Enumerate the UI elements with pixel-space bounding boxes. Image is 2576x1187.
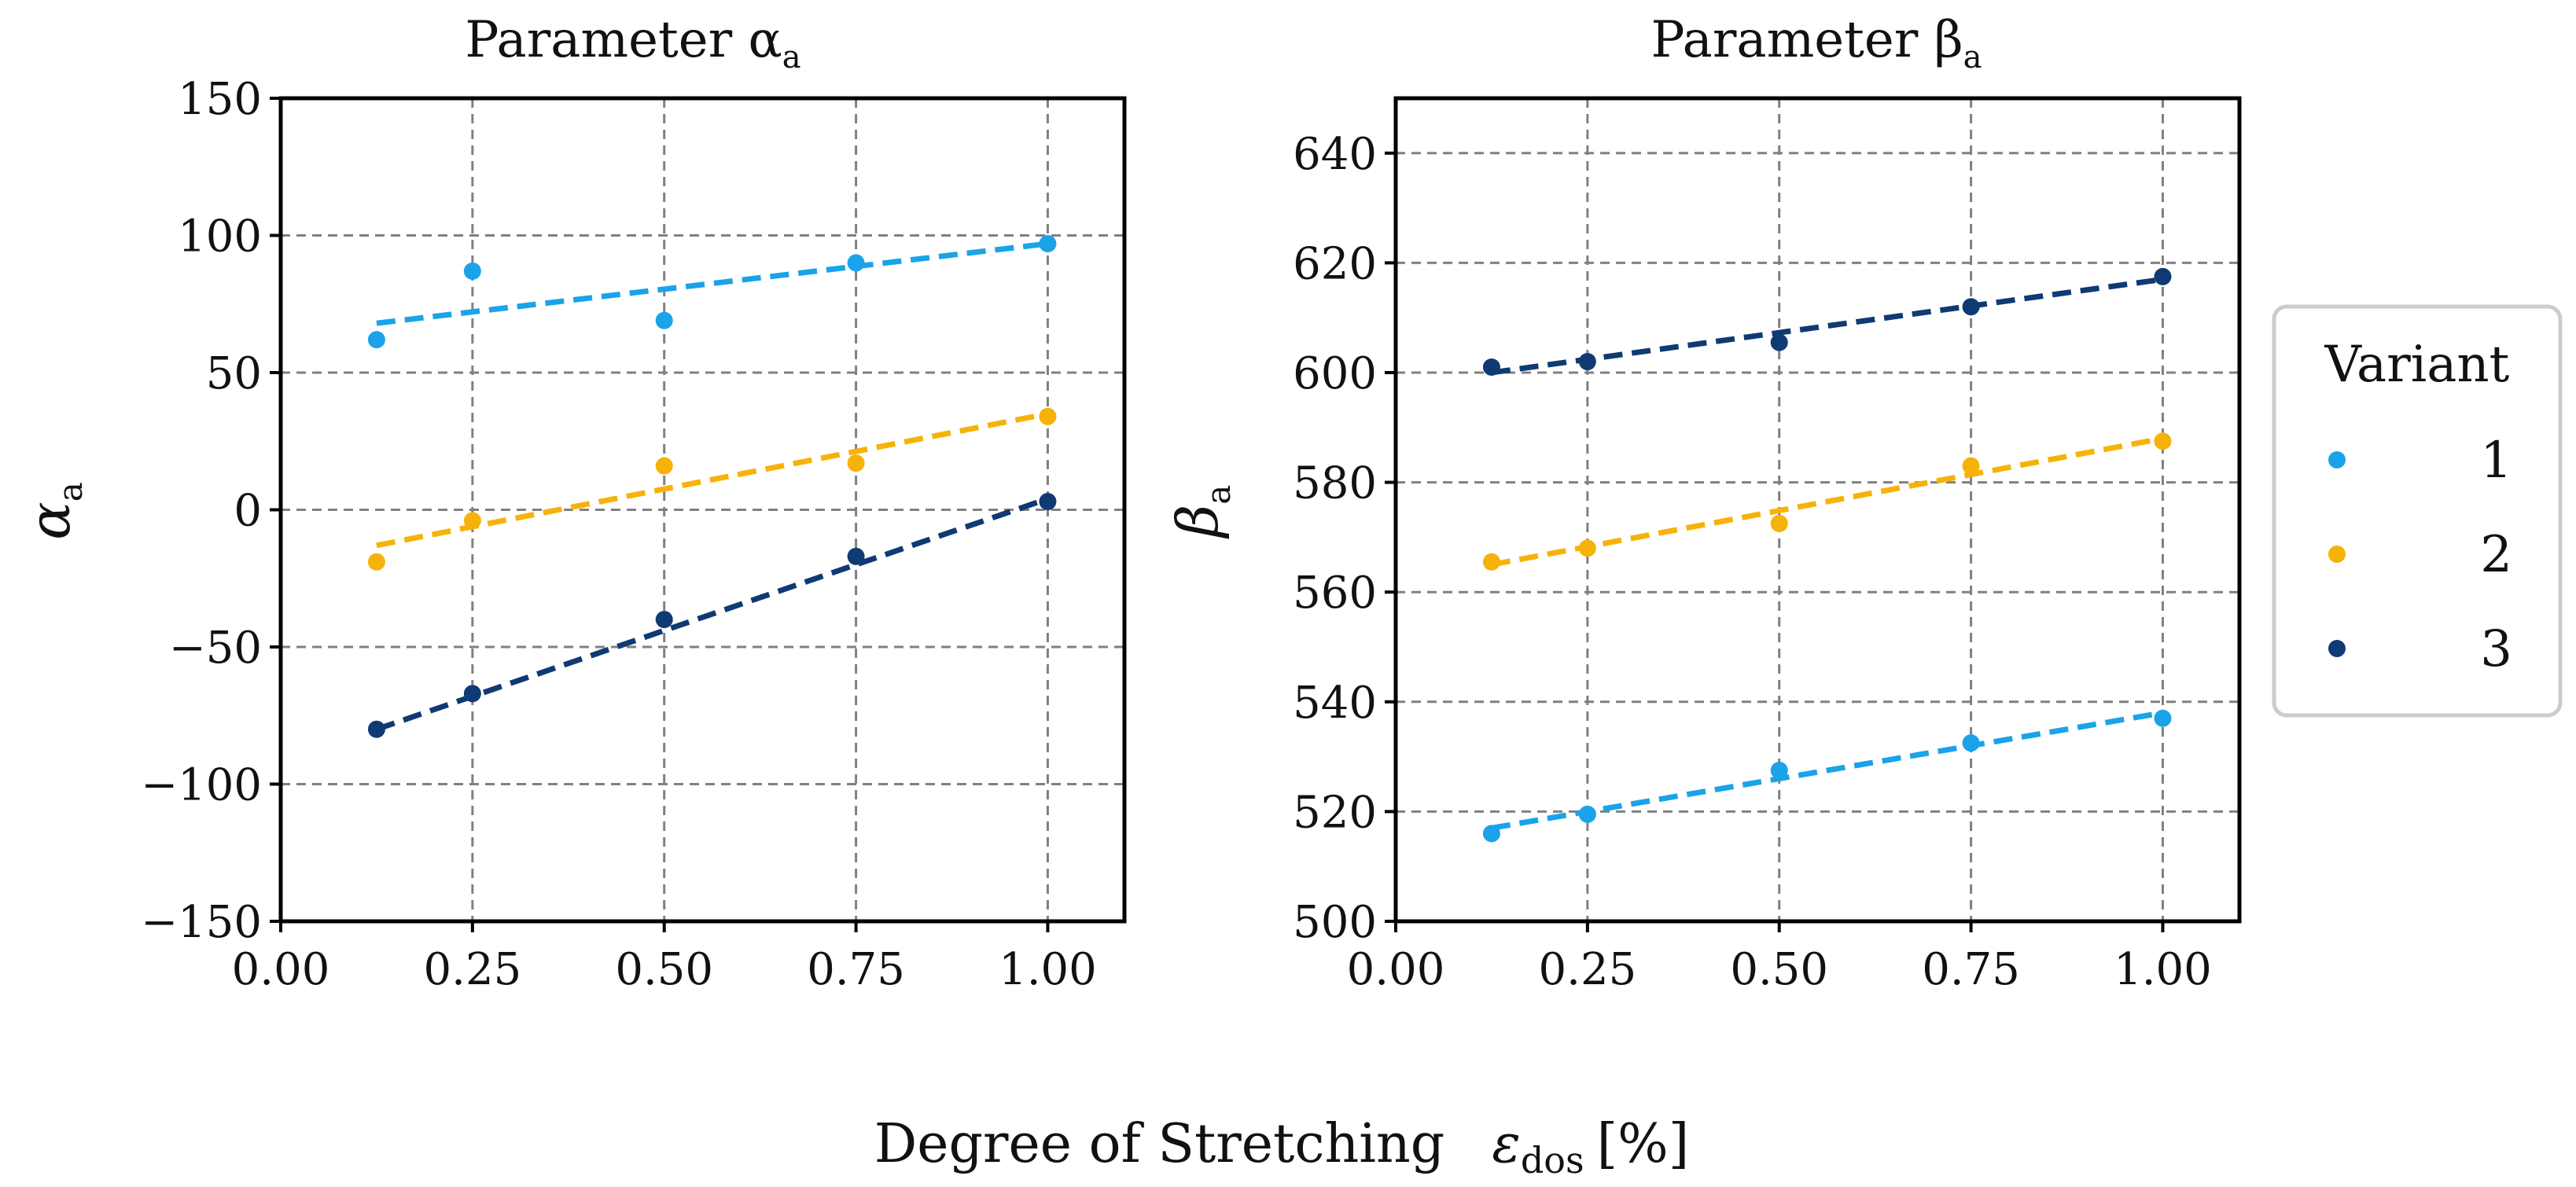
alpha-y-tick-label: 100 — [178, 211, 262, 263]
beta-y-tick-label: 600 — [1293, 348, 1377, 399]
beta-point-variant-3 — [1482, 358, 1500, 377]
alpha-y-tick-label: 50 — [206, 348, 262, 399]
beta-point-variant-1 — [2154, 709, 2172, 727]
alpha-point-variant-2 — [655, 457, 673, 475]
alpha-point-variant-1 — [1039, 234, 1057, 252]
beta-point-variant-2 — [1482, 553, 1500, 571]
alpha-point-variant-2 — [1039, 407, 1057, 425]
alpha-x-tick-label: 0.25 — [424, 944, 522, 995]
legend-marker-variant-3 — [2328, 640, 2346, 657]
beta-point-variant-3 — [1770, 333, 1788, 351]
alpha-x-tick-label: 0.00 — [232, 944, 330, 995]
alpha-point-variant-1 — [847, 254, 865, 272]
alpha-point-variant-2 — [463, 512, 481, 530]
beta-y-tick-label: 540 — [1293, 678, 1377, 729]
beta-panel: Parameter βa 0.00 0.25 0.50 0.75 1.00 500 520… — [1165, 11, 2242, 995]
alpha-panel: Parameter αa 0.00 0.25 0.50 0.75 1.00 −150−1… — [17, 11, 1127, 995]
beta-x-tick-label: 0.00 — [1347, 944, 1445, 995]
beta-data-points — [1482, 267, 2172, 843]
beta-point-variant-2 — [1770, 514, 1788, 532]
beta-point-variant-3 — [2154, 267, 2172, 285]
beta-fit-lines — [1491, 276, 2164, 831]
alpha-point-variant-3 — [463, 685, 481, 703]
legend-entries: 1 2 3 — [2328, 432, 2512, 678]
alpha-data-points — [367, 234, 1057, 738]
shared-x-axis-label: Degree of Stretching εdos [%] — [874, 1113, 1689, 1181]
beta-point-variant-1 — [1578, 805, 1596, 823]
beta-x-tick-label: 1.00 — [2114, 944, 2212, 995]
beta-y-tick-label: 500 — [1293, 897, 1377, 948]
alpha-x-tick-label: 0.75 — [807, 944, 905, 995]
alpha-point-variant-1 — [367, 331, 385, 349]
beta-x-tick-label: 0.25 — [1539, 944, 1637, 995]
alpha-point-variant-2 — [367, 553, 385, 571]
legend-label-variant-1: 1 — [2480, 432, 2512, 490]
beta-axes-frame — [1393, 96, 2242, 924]
alpha-point-variant-2 — [847, 454, 865, 472]
beta-panel-title: Parameter βa — [1650, 11, 1982, 75]
alpha-fit-line-variant-3 — [375, 496, 1049, 733]
beta-grid — [1394, 98, 2239, 923]
alpha-x-tick-label: 0.50 — [615, 944, 713, 995]
beta-y-axis-label: βa — [1165, 485, 1238, 540]
beta-x-tick-label: 0.50 — [1730, 944, 1828, 995]
beta-fit-line-variant-1 — [1491, 710, 2164, 831]
legend-marker-variant-2 — [2328, 546, 2346, 563]
beta-point-variant-3 — [1578, 353, 1596, 371]
alpha-point-variant-1 — [463, 262, 481, 280]
alpha-x-ticks: 0.00 0.25 0.50 0.75 1.00 — [232, 921, 1097, 995]
beta-point-variant-2 — [1578, 539, 1596, 557]
beta-point-variant-2 — [2154, 432, 2172, 450]
legend-label-variant-3: 3 — [2480, 620, 2512, 678]
alpha-y-tick-label: −150 — [141, 897, 262, 948]
alpha-y-tick-label: −100 — [141, 760, 262, 811]
beta-point-variant-1 — [1482, 825, 1500, 843]
legend-title: Variant — [2324, 336, 2510, 394]
beta-y-tick-label: 640 — [1293, 129, 1377, 180]
alpha-y-ticks: −150 −100 −50 0 50 100 150 — [141, 74, 281, 948]
beta-x-tick-label: 0.75 — [1922, 944, 2020, 995]
alpha-point-variant-3 — [655, 611, 673, 629]
legend-box — [2272, 304, 2563, 718]
legend-label-variant-2: 2 — [2480, 526, 2512, 584]
alpha-fit-line-variant-1 — [376, 241, 1048, 326]
beta-fit-line-variant-2 — [1491, 435, 2164, 568]
legend-marker-variant-1 — [2328, 451, 2346, 469]
alpha-point-variant-1 — [655, 311, 673, 329]
beta-point-variant-1 — [1962, 734, 1980, 752]
alpha-panel-title: Parameter αa — [465, 11, 800, 75]
beta-y-tick-label: 520 — [1293, 787, 1377, 838]
beta-point-variant-2 — [1962, 457, 1980, 475]
alpha-y-tick-label: 0 — [234, 486, 262, 537]
alpha-y-axis-label: αa — [17, 482, 90, 540]
alpha-grid — [279, 97, 1124, 923]
alpha-y-tick-label: −50 — [169, 623, 262, 674]
alpha-point-variant-3 — [1039, 493, 1057, 511]
alpha-fit-lines — [375, 241, 1049, 733]
beta-y-tick-label: 620 — [1293, 238, 1377, 289]
beta-y-tick-label: 580 — [1293, 458, 1377, 509]
beta-point-variant-1 — [1770, 762, 1788, 780]
alpha-point-variant-3 — [367, 720, 385, 738]
alpha-x-tick-label: 1.00 — [999, 944, 1097, 995]
beta-y-ticks: 500 520 540 560 580 600 620 640 — [1293, 129, 1396, 948]
beta-y-tick-label: 560 — [1293, 568, 1377, 619]
legend: Variant 1 2 3 — [2272, 304, 2563, 718]
alpha-point-variant-3 — [847, 547, 865, 565]
beta-x-ticks: 0.00 0.25 0.50 0.75 1.00 — [1347, 921, 2212, 995]
alpha-fit-line-variant-2 — [376, 410, 1049, 549]
beta-point-variant-3 — [1962, 298, 1980, 316]
alpha-y-tick-label: 150 — [178, 74, 262, 125]
